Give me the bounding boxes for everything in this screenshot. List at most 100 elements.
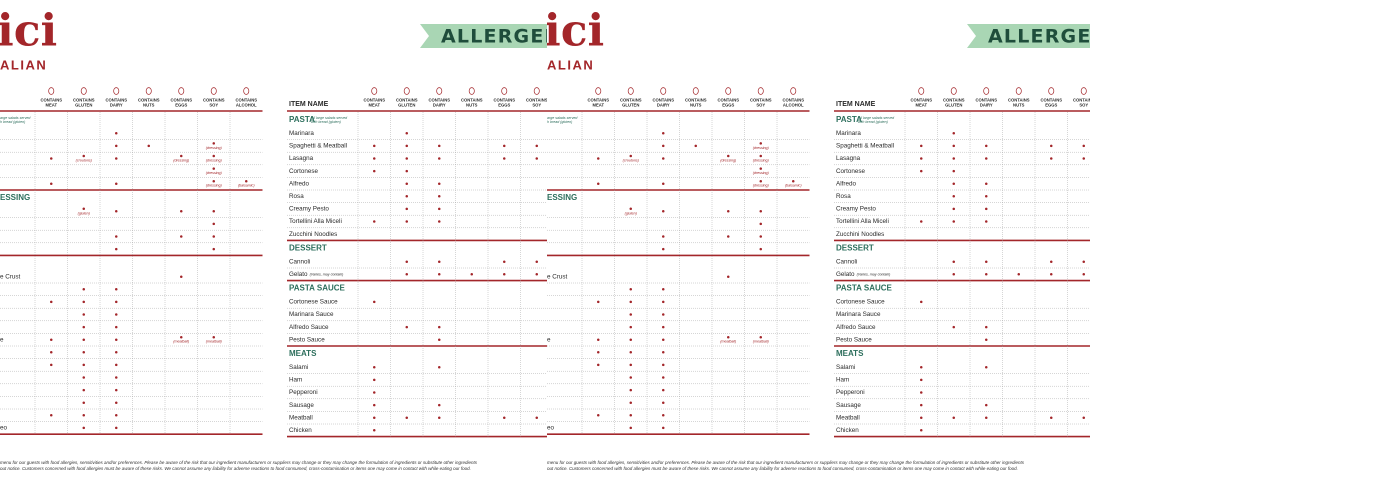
allergen-dot bbox=[438, 144, 441, 148]
column-header: CONTAINS bbox=[943, 98, 965, 103]
allergen-dot bbox=[503, 260, 506, 263]
item-name: Marinara Sauce bbox=[289, 311, 334, 318]
column-header: CONTAINS bbox=[493, 98, 515, 103]
item-name: e bbox=[0, 336, 4, 343]
allergen-dot bbox=[662, 363, 665, 367]
column-header: NUTS bbox=[1013, 103, 1025, 108]
allergen-dot bbox=[727, 154, 730, 158]
column-header: DAIRY bbox=[657, 103, 670, 108]
banner-title: ALLERGEN M bbox=[441, 26, 590, 48]
allergen-dot bbox=[535, 157, 538, 160]
allergen-dot bbox=[952, 157, 955, 160]
allergen-dot bbox=[82, 376, 85, 379]
allergen-dot bbox=[759, 247, 762, 251]
banner-title: ALLERGEN M bbox=[988, 26, 1137, 48]
allergen-dot bbox=[629, 154, 632, 158]
allergen-dot bbox=[920, 169, 923, 173]
allergen-icon bbox=[1048, 87, 1055, 95]
allergen-dot bbox=[245, 179, 248, 183]
item-name: Rosa bbox=[836, 193, 851, 200]
allergen-dot bbox=[597, 182, 600, 185]
allergen-dot bbox=[662, 338, 665, 341]
allergen-dot bbox=[82, 288, 85, 291]
section-note: arge salads served bbox=[547, 116, 578, 120]
column-header: CONTAINS bbox=[105, 98, 127, 103]
allergen-dot bbox=[662, 313, 665, 316]
allergen-dot bbox=[405, 207, 408, 211]
allergen-dot bbox=[82, 363, 85, 367]
allergen-dot bbox=[438, 366, 441, 369]
item-name: Pepperoni bbox=[836, 389, 865, 396]
column-header: CONTAINS bbox=[138, 98, 160, 103]
allergen-dot bbox=[662, 401, 665, 404]
allergen-dot bbox=[694, 144, 697, 148]
allergen-dot bbox=[1050, 273, 1053, 276]
column-header: CONTAINS bbox=[910, 98, 932, 103]
allergen-dot bbox=[952, 169, 955, 173]
column-header: CONTAINS bbox=[396, 98, 418, 103]
allergen-icon bbox=[790, 87, 797, 95]
allergen-dot bbox=[115, 144, 118, 148]
allergen-dot bbox=[792, 179, 795, 183]
allergen-dot bbox=[535, 260, 538, 263]
allergen-dot bbox=[212, 167, 215, 170]
allergen-icon bbox=[533, 87, 540, 95]
item-name: Gelato bbox=[836, 271, 855, 278]
allergen-dot bbox=[82, 300, 85, 304]
allergen-dot bbox=[405, 220, 408, 223]
allergen-dot bbox=[115, 351, 118, 354]
allergen-dot bbox=[82, 414, 85, 417]
item-name-note: (Varies, may contain) bbox=[310, 273, 344, 277]
allergen-dot bbox=[1082, 416, 1085, 419]
allergen-dot bbox=[82, 313, 85, 316]
allergen-dot bbox=[759, 222, 762, 226]
allergen-dot bbox=[438, 195, 441, 198]
allergen-dot bbox=[727, 335, 730, 339]
section-note: h bread (gluten) bbox=[0, 120, 25, 124]
item-name: Marinara Sauce bbox=[836, 311, 881, 318]
disclaimer: out notice. Customers concerned with foo… bbox=[547, 466, 1018, 471]
allergen-dot bbox=[50, 300, 53, 304]
item-name: eo bbox=[0, 425, 8, 432]
allergen-dot bbox=[985, 403, 988, 407]
column-header: NUTS bbox=[690, 103, 702, 108]
item-name: Cortonese bbox=[836, 168, 866, 175]
item-name: Cannoli bbox=[836, 258, 857, 265]
item-name: Cortonese bbox=[289, 168, 319, 175]
allergen-dot bbox=[115, 325, 118, 329]
allergen-dot bbox=[373, 157, 376, 160]
item-name: Gelato bbox=[289, 271, 308, 278]
item-name: Cortonese Sauce bbox=[836, 299, 885, 306]
column-header: CONTAINS bbox=[363, 98, 385, 103]
column-header: MEAT bbox=[368, 103, 380, 108]
allergen-dot bbox=[727, 235, 730, 238]
allergen-icon bbox=[757, 87, 764, 95]
allergen-dot bbox=[50, 363, 53, 367]
disclaimer: out notice. Customers concerned with foo… bbox=[0, 466, 471, 471]
allergen-dot bbox=[115, 401, 118, 404]
column-header: CONTAINS bbox=[587, 98, 609, 103]
allergen-dot bbox=[180, 335, 183, 339]
item-name-header: ITEM NAME bbox=[836, 101, 876, 108]
logo-subtitle: ALIAN bbox=[0, 57, 47, 72]
allergen-note: (gluten) bbox=[625, 211, 637, 215]
allergen-dot bbox=[503, 416, 506, 419]
allergen-dot bbox=[373, 366, 376, 369]
item-name: eo bbox=[547, 425, 555, 432]
column-header: MEAT bbox=[592, 103, 604, 108]
allergen-dot bbox=[405, 169, 408, 173]
allergen-dot bbox=[115, 363, 118, 367]
item-name: Lasagna bbox=[289, 155, 314, 162]
allergen-icon bbox=[178, 87, 185, 95]
section-title: ESSING bbox=[547, 193, 577, 202]
allergen-dot bbox=[629, 363, 632, 367]
allergen-dot bbox=[82, 426, 85, 430]
item-name: Spaghetti & Meatball bbox=[836, 143, 894, 150]
allergen-dot bbox=[985, 207, 988, 211]
allergen-dot bbox=[180, 235, 183, 238]
item-name: Alfredo bbox=[836, 180, 856, 187]
allergen-dot bbox=[212, 142, 215, 145]
item-name: Meatball bbox=[836, 414, 860, 421]
